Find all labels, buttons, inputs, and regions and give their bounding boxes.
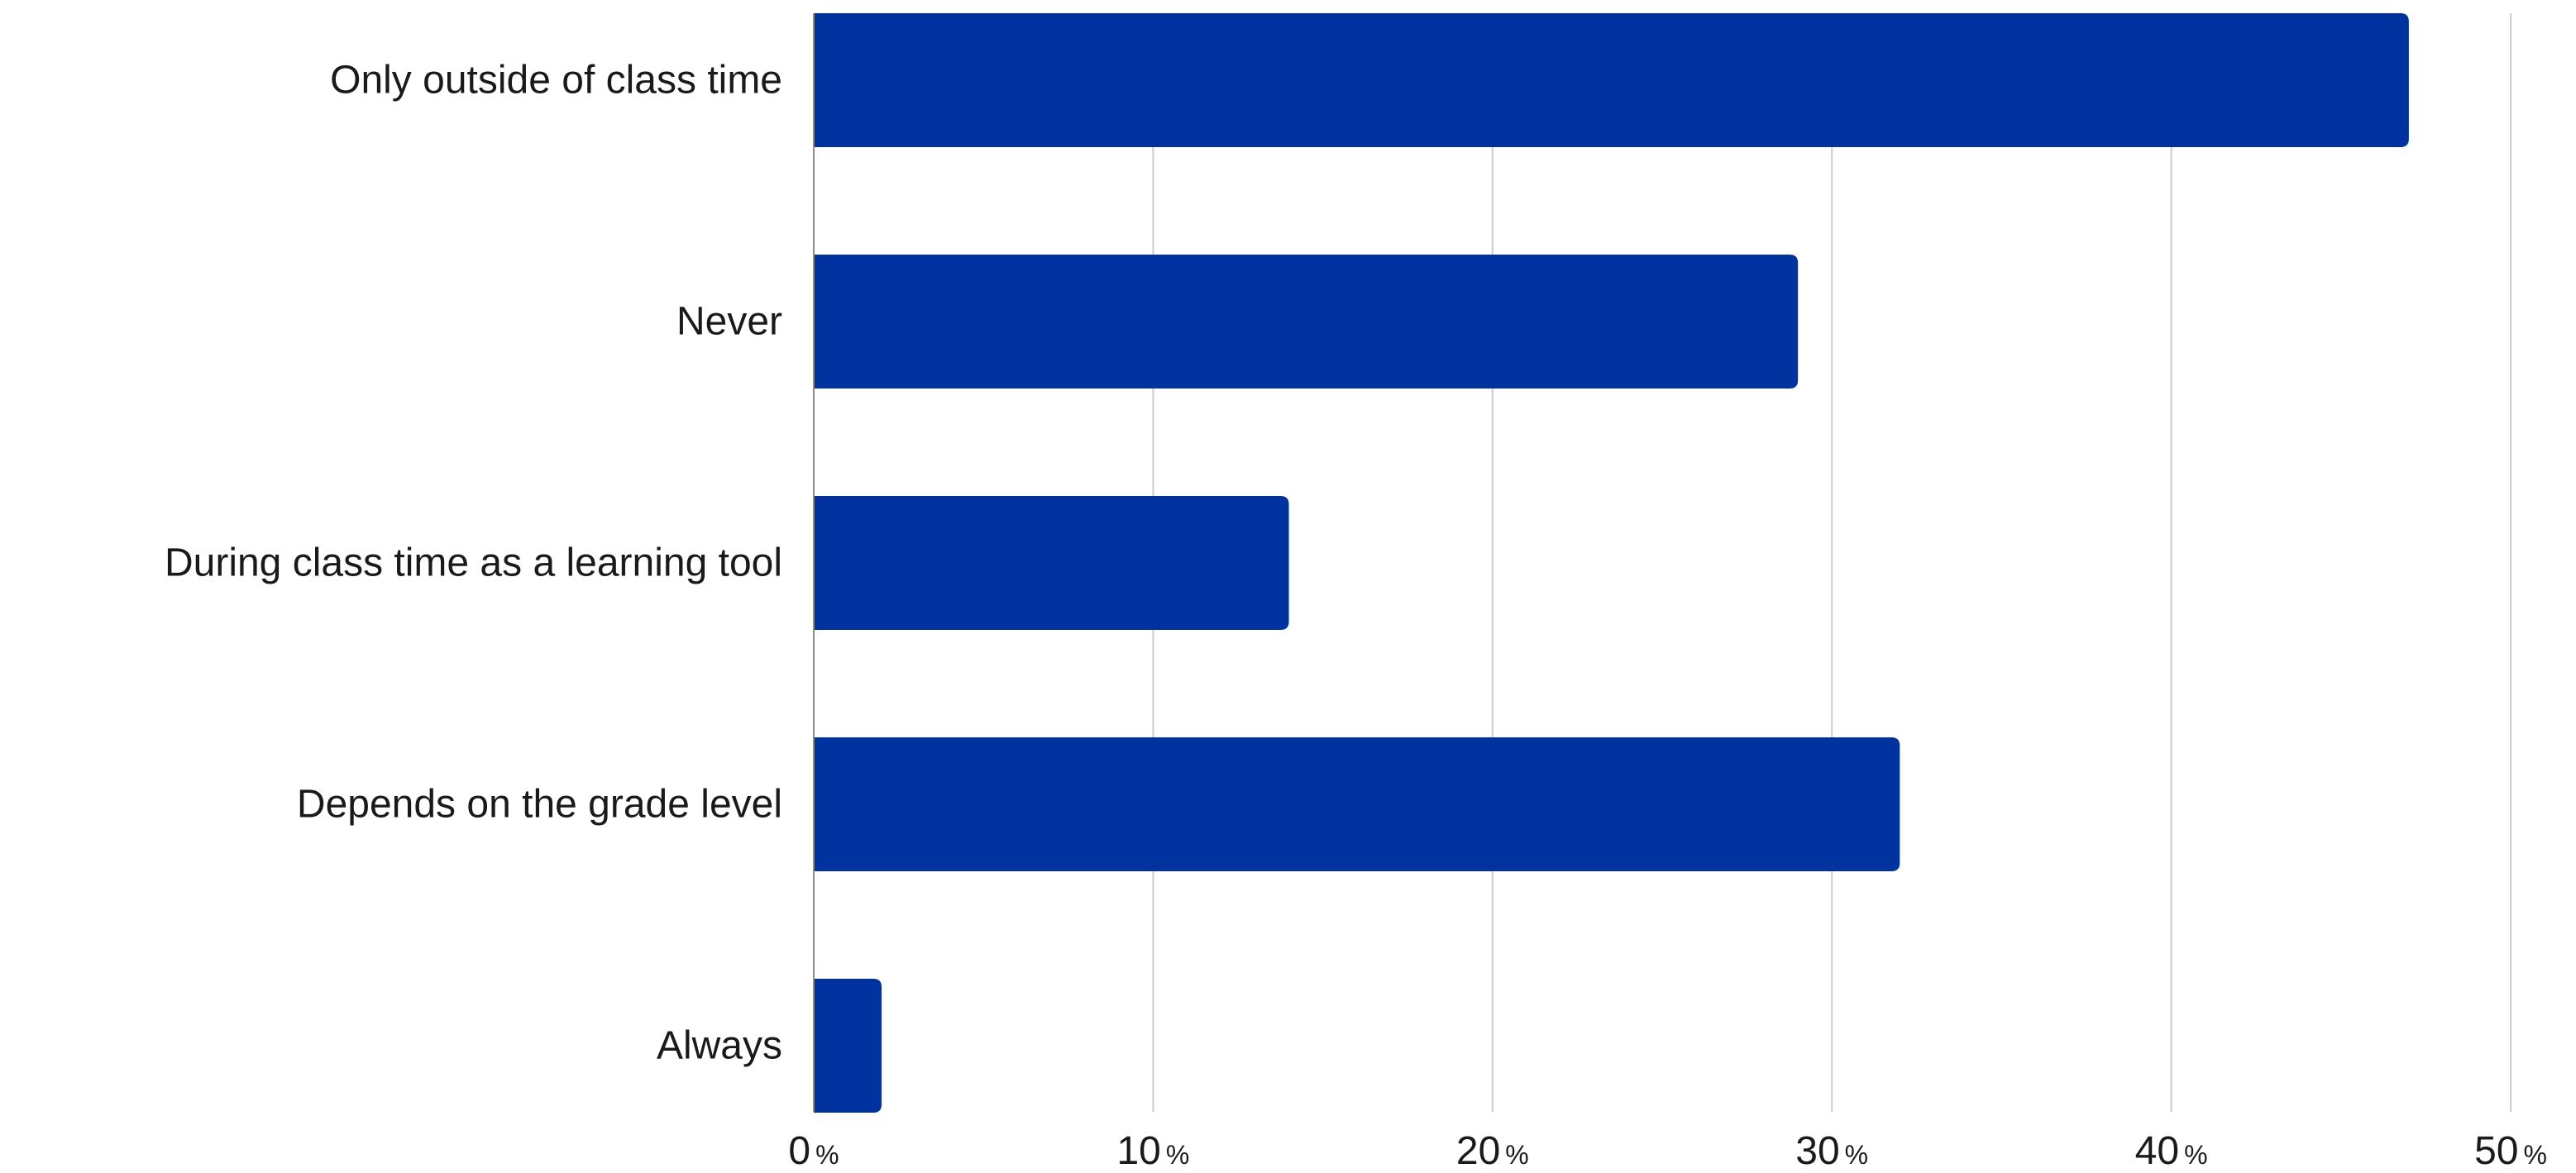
x-tick-label-30: 30%: [1795, 1129, 1868, 1169]
category-label: Only outside of class time: [330, 59, 782, 103]
x-tick-label-10: 10%: [1116, 1129, 1189, 1169]
bar-5: [814, 979, 882, 1113]
category-label: Depends on the grade level: [297, 783, 782, 827]
bar-3: [814, 496, 1289, 630]
tick-suffix: %: [2523, 1140, 2546, 1169]
bar-1: [814, 13, 2409, 147]
tick-value: 40: [2135, 1129, 2179, 1169]
tick-suffix: %: [1166, 1140, 1189, 1169]
tick-value: 10: [1116, 1129, 1160, 1169]
category-label: Never: [676, 300, 782, 344]
tick-suffix: %: [1845, 1140, 1868, 1169]
x-tick-label-20: 20%: [1456, 1129, 1529, 1169]
bar-2: [814, 255, 1799, 389]
x-tick-label-50: 50%: [2474, 1129, 2547, 1169]
bar-4: [814, 737, 1900, 871]
x-tick-labels: 0% 10% 20% 30% 40% 50%: [788, 1129, 2547, 1173]
tick-value: 30: [1795, 1129, 1839, 1169]
tick-suffix: %: [2184, 1140, 2207, 1169]
category-label: Always: [657, 1024, 782, 1068]
tick-value: 20: [1456, 1129, 1500, 1169]
tick-suffix: %: [1505, 1140, 1528, 1169]
bars: [814, 13, 2409, 1113]
gridlines: [1152, 13, 2511, 1112]
category-labels: Only outside of class time Never During cl…: [165, 59, 782, 1068]
category-label: During class time as a learning tool: [165, 541, 782, 585]
x-tick-label-40: 40%: [2135, 1129, 2208, 1169]
x-tick-label-0: 0%: [788, 1129, 839, 1169]
tick-value: 50: [2474, 1129, 2518, 1169]
tick-value: 0: [788, 1129, 810, 1169]
tick-suffix: %: [815, 1140, 839, 1169]
